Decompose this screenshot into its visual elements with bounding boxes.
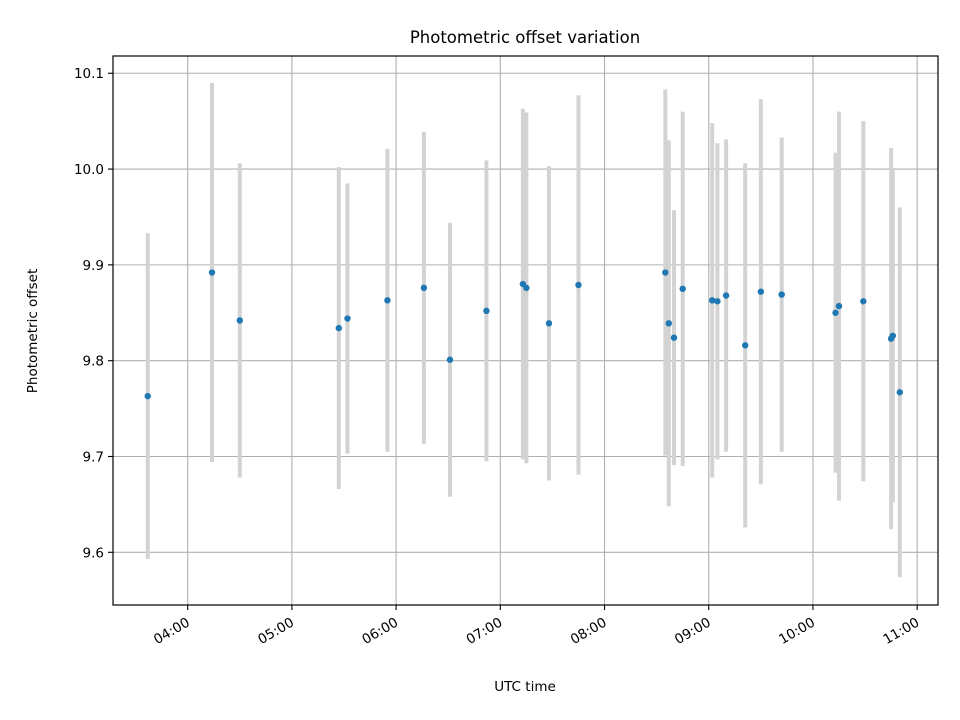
y-tick-label: 9.7	[83, 449, 104, 465]
data-point	[420, 284, 428, 292]
data-point	[860, 298, 867, 305]
data-point	[778, 291, 785, 298]
data-point	[832, 309, 839, 316]
data-point	[670, 334, 678, 341]
data-point	[665, 320, 672, 327]
y-axis-ticks: 9.6 9.7 9.8 9.9 10.0 10.1	[74, 66, 113, 561]
y-tick-label: 10.1	[74, 66, 104, 82]
data-point	[483, 307, 490, 315]
y-tick-label: 10.0	[74, 162, 104, 178]
data-point	[236, 317, 243, 324]
y-tick-label: 9.6	[83, 545, 104, 561]
y-tick-label: 9.9	[83, 258, 104, 274]
y-tick-label: 9.8	[83, 354, 104, 370]
chart-title: Photometric offset variation	[410, 28, 640, 47]
data-point	[523, 284, 530, 292]
data-point	[662, 269, 669, 276]
data-point	[335, 324, 342, 332]
data-point	[896, 389, 903, 396]
x-axis-label: UTC time	[494, 679, 556, 695]
data-point	[446, 356, 454, 363]
data-point	[384, 297, 391, 304]
data-point	[835, 302, 843, 310]
data-point	[208, 269, 216, 276]
data-point	[709, 297, 716, 304]
data-point	[757, 288, 765, 295]
data-point	[889, 332, 897, 339]
data-point	[144, 392, 151, 400]
y-axis-label: Photometric offset	[25, 269, 41, 393]
plot-frame	[112, 55, 939, 606]
data-point	[742, 342, 749, 349]
data-points	[144, 269, 903, 400]
data-point	[575, 281, 582, 289]
data-point	[344, 315, 351, 322]
data-point	[722, 292, 730, 299]
data-point	[545, 320, 553, 327]
data-point	[679, 285, 686, 293]
data-point	[714, 298, 721, 305]
